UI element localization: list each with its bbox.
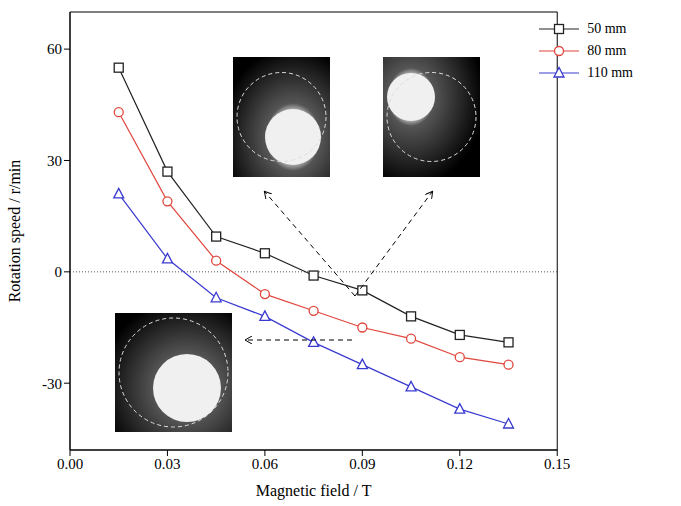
svg-text:60: 60 [47, 41, 62, 57]
svg-text:Rotation speed / r/min: Rotation speed / r/min [6, 160, 24, 303]
html-text:50 mm: 50 mm [587, 21, 627, 36]
svg-text:0.00: 0.00 [57, 456, 83, 472]
svg-text:0.15: 0.15 [544, 456, 570, 472]
html-text:80 mm: 80 mm [587, 43, 627, 58]
svg-text:0.12: 0.12 [447, 456, 473, 472]
svg-text:-30: -30 [42, 376, 62, 392]
svg-text:0.03: 0.03 [154, 456, 180, 472]
svg-text:Magnetic field / T: Magnetic field / T [256, 482, 372, 500]
svg-text:0.06: 0.06 [252, 456, 279, 472]
svg-text:0.09: 0.09 [349, 456, 375, 472]
svg-text:30: 30 [47, 153, 62, 169]
svg-text:0: 0 [55, 264, 63, 280]
html-text:110 mm: 110 mm [587, 65, 633, 80]
